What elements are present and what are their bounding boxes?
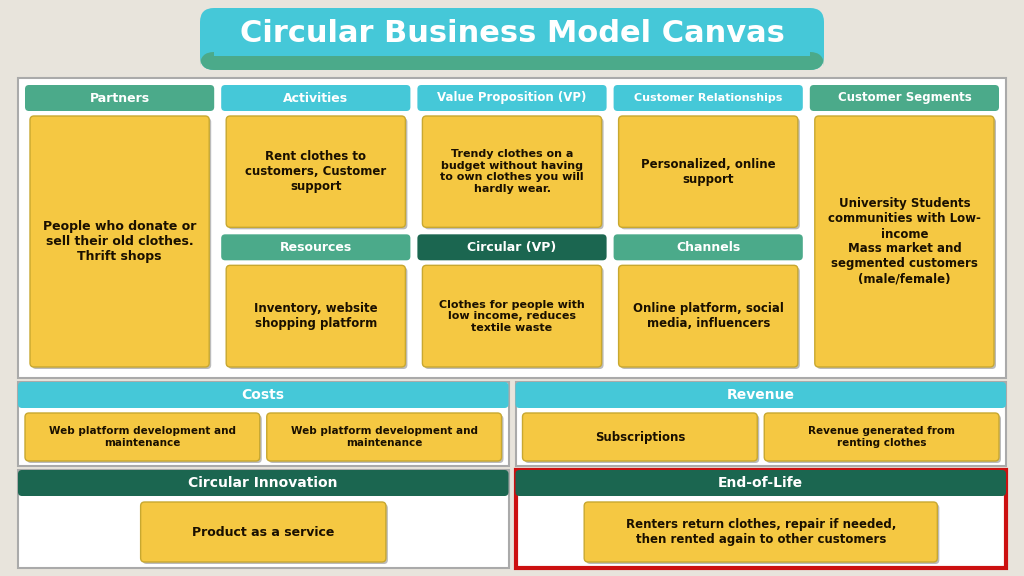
FancyBboxPatch shape xyxy=(18,470,509,496)
FancyBboxPatch shape xyxy=(766,415,1001,463)
FancyBboxPatch shape xyxy=(25,85,214,111)
Text: Web platform development and
maintenance: Web platform development and maintenance xyxy=(49,426,236,448)
Text: Rent clothes to
customers, Customer
support: Rent clothes to customers, Customer supp… xyxy=(245,150,386,193)
Text: Revenue generated from
renting clothes: Revenue generated from renting clothes xyxy=(808,426,955,448)
Text: Circular (VP): Circular (VP) xyxy=(467,241,557,254)
Text: Value Proposition (VP): Value Proposition (VP) xyxy=(437,92,587,104)
FancyBboxPatch shape xyxy=(618,116,798,228)
Text: Circular Business Model Canvas: Circular Business Model Canvas xyxy=(240,20,784,48)
FancyBboxPatch shape xyxy=(618,266,798,367)
Bar xyxy=(515,470,1006,568)
Text: University Students
communities with Low-
income
Mass market and
segmented custo: University Students communities with Low… xyxy=(828,198,981,286)
Text: Renters return clothes, repair if needed,
then rented again to other customers: Renters return clothes, repair if needed… xyxy=(626,518,896,546)
FancyBboxPatch shape xyxy=(524,415,759,463)
FancyBboxPatch shape xyxy=(522,413,758,461)
Text: Activities: Activities xyxy=(284,92,348,104)
FancyBboxPatch shape xyxy=(817,118,996,369)
Bar xyxy=(214,52,810,70)
FancyBboxPatch shape xyxy=(221,234,411,260)
Text: Online platform, social
media, influencers: Online platform, social media, influence… xyxy=(633,302,783,330)
FancyBboxPatch shape xyxy=(200,8,824,70)
FancyBboxPatch shape xyxy=(764,413,999,461)
FancyBboxPatch shape xyxy=(424,267,603,369)
FancyBboxPatch shape xyxy=(613,85,803,111)
Text: Circular Innovation: Circular Innovation xyxy=(188,476,338,490)
FancyBboxPatch shape xyxy=(268,415,504,463)
Text: Personalized, online
support: Personalized, online support xyxy=(641,158,775,185)
Text: Channels: Channels xyxy=(676,241,740,254)
Text: Customer Relationships: Customer Relationships xyxy=(634,93,782,103)
FancyBboxPatch shape xyxy=(228,267,408,369)
FancyBboxPatch shape xyxy=(810,85,999,111)
FancyBboxPatch shape xyxy=(424,118,603,229)
FancyBboxPatch shape xyxy=(815,116,994,367)
FancyBboxPatch shape xyxy=(266,413,502,461)
Bar xyxy=(18,382,509,466)
FancyBboxPatch shape xyxy=(200,52,824,70)
FancyBboxPatch shape xyxy=(621,267,800,369)
FancyBboxPatch shape xyxy=(422,116,601,228)
FancyBboxPatch shape xyxy=(221,85,411,111)
FancyBboxPatch shape xyxy=(515,382,1006,408)
FancyBboxPatch shape xyxy=(418,234,606,260)
FancyBboxPatch shape xyxy=(27,415,262,463)
FancyBboxPatch shape xyxy=(226,266,406,367)
FancyBboxPatch shape xyxy=(18,382,509,408)
Text: Subscriptions: Subscriptions xyxy=(595,430,685,444)
FancyBboxPatch shape xyxy=(25,413,260,461)
FancyBboxPatch shape xyxy=(586,504,939,564)
Text: Revenue: Revenue xyxy=(727,388,795,402)
FancyBboxPatch shape xyxy=(621,118,800,229)
FancyBboxPatch shape xyxy=(32,118,211,369)
Text: Customer Segments: Customer Segments xyxy=(838,92,972,104)
Bar xyxy=(515,382,1006,466)
Text: Costs: Costs xyxy=(242,388,285,402)
FancyBboxPatch shape xyxy=(422,266,601,367)
FancyBboxPatch shape xyxy=(228,118,408,229)
FancyBboxPatch shape xyxy=(515,470,1006,496)
Text: Trendy clothes on a
budget without having
to own clothes you will
hardly wear.: Trendy clothes on a budget without havin… xyxy=(440,149,584,194)
Text: Inventory, website
shopping platform: Inventory, website shopping platform xyxy=(254,302,378,330)
FancyBboxPatch shape xyxy=(30,116,209,367)
Text: Product as a service: Product as a service xyxy=(193,525,335,539)
Text: Clothes for people with
low income, reduces
textile waste: Clothes for people with low income, redu… xyxy=(439,300,585,333)
FancyBboxPatch shape xyxy=(418,85,606,111)
Text: Web platform development and
maintenance: Web platform development and maintenance xyxy=(291,426,477,448)
FancyBboxPatch shape xyxy=(226,116,406,228)
FancyBboxPatch shape xyxy=(613,234,803,260)
Text: Resources: Resources xyxy=(280,241,352,254)
Bar xyxy=(214,48,810,56)
FancyBboxPatch shape xyxy=(140,502,386,562)
Bar xyxy=(18,470,509,568)
FancyBboxPatch shape xyxy=(142,504,388,564)
Bar xyxy=(18,78,1006,378)
Text: End-of-Life: End-of-Life xyxy=(718,476,803,490)
Text: Partners: Partners xyxy=(89,92,150,104)
FancyBboxPatch shape xyxy=(584,502,937,562)
Text: People who donate or
sell their old clothes.
Thrift shops: People who donate or sell their old clot… xyxy=(43,220,197,263)
